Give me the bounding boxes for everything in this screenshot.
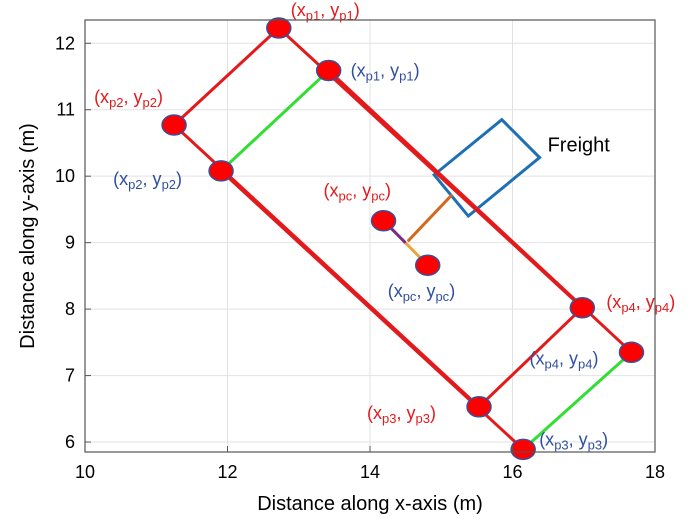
point-label-xp4-red: (xp4, yp4) (606, 292, 675, 315)
outer-corner-point (161, 114, 187, 136)
point-label-xp4-blue: (xp4, yp4) (529, 348, 598, 371)
y-tick-label: 7 (65, 366, 75, 386)
x-tick-label: 10 (75, 462, 95, 482)
freight-label: Freight (548, 135, 611, 157)
inner-corner-point (510, 438, 536, 461)
outer-corner-point (266, 17, 292, 39)
ticks: 10 12 14 16 18 6 7 8 9 10 11 12 (55, 33, 665, 482)
point-label-xp1-red: (xp1, yp1) (291, 0, 360, 23)
freight-link (406, 193, 454, 243)
y-tick-label: 9 (65, 233, 75, 253)
y-tick-label: 8 (65, 299, 75, 319)
y-tick-label: 6 (65, 432, 75, 452)
y-tick-label: 11 (56, 100, 75, 120)
y-tick-label: 12 (55, 33, 75, 53)
freight-box (432, 117, 542, 219)
point-label-xp3-red: (xp3, yp3) (367, 403, 436, 426)
inner-corner-point (315, 59, 342, 82)
y-tick-label: 10 (55, 166, 75, 186)
x-tick-label: 14 (360, 462, 380, 482)
outer-corner-point (569, 297, 596, 319)
inner-corner-point (208, 160, 234, 182)
outer-edge (173, 26, 280, 127)
point-label-xpc-red: (xpc, ypc) (324, 181, 391, 204)
inner-edge-green (522, 351, 633, 451)
x-tick-label: 18 (645, 462, 665, 482)
point-label-xp3-blue: (xp3, yp3) (539, 429, 608, 452)
x-axis-label: Distance along x-axis (m) (257, 493, 483, 515)
point-label-xp1-blue: (xp1, yp1) (351, 61, 420, 84)
inner-corner-point (618, 341, 645, 364)
grid (84, 20, 656, 452)
center-point (414, 254, 441, 276)
outer-corner-point (466, 396, 492, 418)
point-label-xpc-blue: (xpc, ypc) (388, 281, 455, 304)
outer-edge (477, 306, 584, 408)
point-label-xp2-red: (xp2, yp2) (94, 87, 163, 110)
y-axis-label: Distance along y-axis (m) (17, 123, 39, 349)
x-tick-label: 16 (502, 462, 522, 482)
x-tick-label: 12 (217, 462, 237, 482)
inner-edge-green (220, 69, 330, 172)
point-label-xp2-blue: (xp2, yp2) (113, 169, 182, 192)
center-point (370, 209, 397, 232)
chart-series: (xp1, yp1) (xp1, yp1) (xp2, yp2) (xp2, yp2)… (94, 0, 675, 461)
